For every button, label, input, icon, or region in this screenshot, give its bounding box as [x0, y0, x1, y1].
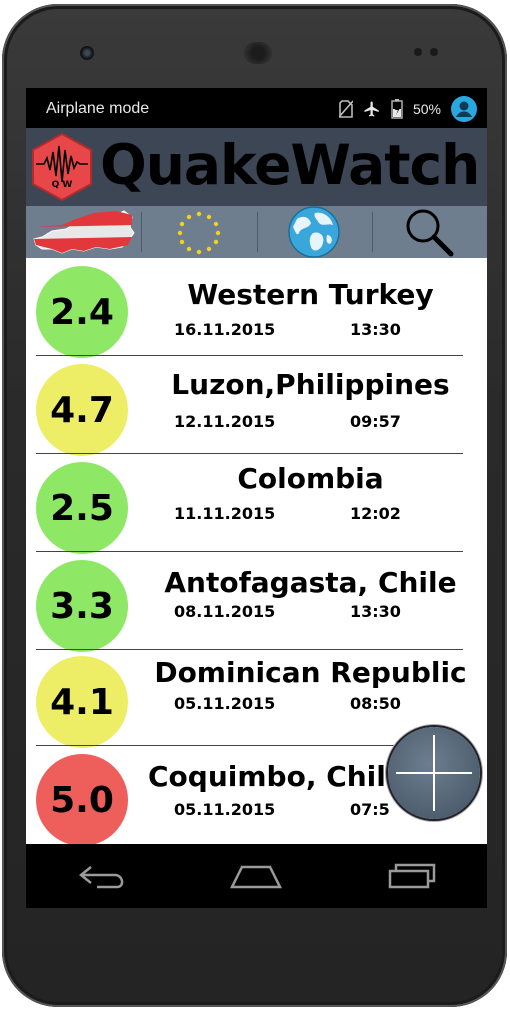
- list-item[interactable]: 2.4 Western Turkey 16.11.2015 13:30: [26, 258, 487, 358]
- tab-austria[interactable]: [26, 206, 141, 258]
- divider: [36, 453, 463, 454]
- magnitude-badge: 3.3: [36, 560, 128, 652]
- divider: [36, 745, 463, 746]
- quake-date: 16.11.2015: [174, 320, 276, 339]
- quake-location: Dominican Republic: [154, 656, 467, 689]
- app-header: Q W QuakeWatch: [26, 128, 487, 206]
- back-icon: [78, 866, 124, 889]
- quake-date: 08.11.2015: [174, 602, 276, 621]
- airplane-icon: [363, 100, 381, 118]
- magnitude-badge: 4.7: [36, 364, 128, 456]
- divider: [36, 355, 463, 356]
- quake-date: 11.11.2015: [174, 504, 276, 523]
- quake-date: 05.11.2015: [174, 800, 276, 819]
- list-item[interactable]: 4.1 Dominican Republic 05.11.2015 08:50: [26, 648, 487, 748]
- magnitude-badge: 5.0: [36, 754, 128, 844]
- quake-date: 05.11.2015: [174, 694, 276, 713]
- recents-icon: [388, 863, 436, 889]
- phone-frame: Airplane mode 50%: [2, 4, 507, 1007]
- logo-text: Q W: [51, 180, 73, 190]
- light-sensor: [430, 48, 438, 56]
- app-title: QuakeWatch: [100, 133, 480, 197]
- region-toolbar: [26, 206, 487, 258]
- back-button[interactable]: [68, 856, 138, 896]
- seismograph-logo-icon: [32, 132, 92, 202]
- screen: Airplane mode 50%: [26, 88, 487, 908]
- no-sim-icon: [338, 100, 353, 118]
- globe-icon: [288, 206, 340, 258]
- add-button[interactable]: [388, 727, 480, 819]
- account-icon[interactable]: [451, 96, 477, 122]
- eu-flag-icon: [177, 211, 221, 255]
- proximity-sensor: [414, 48, 422, 56]
- status-icons: 50%: [338, 96, 477, 122]
- quake-location: Luzon,Philippines: [171, 368, 450, 401]
- quake-location: Western Turkey: [187, 278, 434, 311]
- quake-location: Coquimbo, Chile: [148, 760, 405, 793]
- divider: [36, 551, 463, 552]
- earpiece-speaker: [244, 42, 272, 64]
- recents-button[interactable]: [375, 856, 445, 896]
- status-bar: Airplane mode 50%: [26, 88, 487, 128]
- app-logo: Q W: [30, 132, 94, 202]
- quake-time: 07:5: [350, 800, 390, 819]
- quake-time: 12:02: [350, 504, 401, 523]
- home-icon: [230, 865, 283, 889]
- quake-time: 13:30: [350, 320, 401, 339]
- magnitude-badge: 4.1: [36, 656, 128, 748]
- magnitude-badge: 2.4: [36, 266, 128, 358]
- quake-time: 09:57: [350, 412, 401, 431]
- quake-list[interactable]: 2.4 Western Turkey 16.11.2015 13:30 4.7 …: [26, 258, 487, 844]
- home-button[interactable]: [221, 856, 291, 896]
- magnitude-badge: 2.5: [36, 462, 128, 554]
- search-icon: [406, 209, 454, 257]
- battery-icon: [391, 99, 403, 119]
- tab-world[interactable]: [256, 206, 372, 258]
- tab-europe[interactable]: [141, 206, 256, 258]
- quake-time: 08:50: [350, 694, 401, 713]
- divider: [36, 649, 463, 650]
- front-camera: [80, 46, 94, 60]
- quake-location: Antofagasta, Chile: [164, 566, 457, 599]
- list-item[interactable]: 2.5 Colombia 11.11.2015 12:02: [26, 454, 487, 554]
- search-button[interactable]: [371, 206, 487, 258]
- list-item[interactable]: 4.7 Luzon,Philippines 12.11.2015 09:57: [26, 356, 487, 456]
- list-item[interactable]: 5.0 Coquimbo, Chile 05.11.2015 07:5: [26, 746, 487, 844]
- list-item[interactable]: 3.3 Antofagasta, Chile 08.11.2015 13:30: [26, 552, 487, 652]
- quake-time: 13:30: [350, 602, 401, 621]
- quake-date: 12.11.2015: [174, 412, 276, 431]
- status-text: Airplane mode: [46, 100, 150, 117]
- quake-location: Colombia: [237, 462, 384, 495]
- navigation-bar: [26, 844, 487, 908]
- battery-percentage: 50%: [412, 101, 441, 117]
- austria-map-icon: [32, 210, 135, 254]
